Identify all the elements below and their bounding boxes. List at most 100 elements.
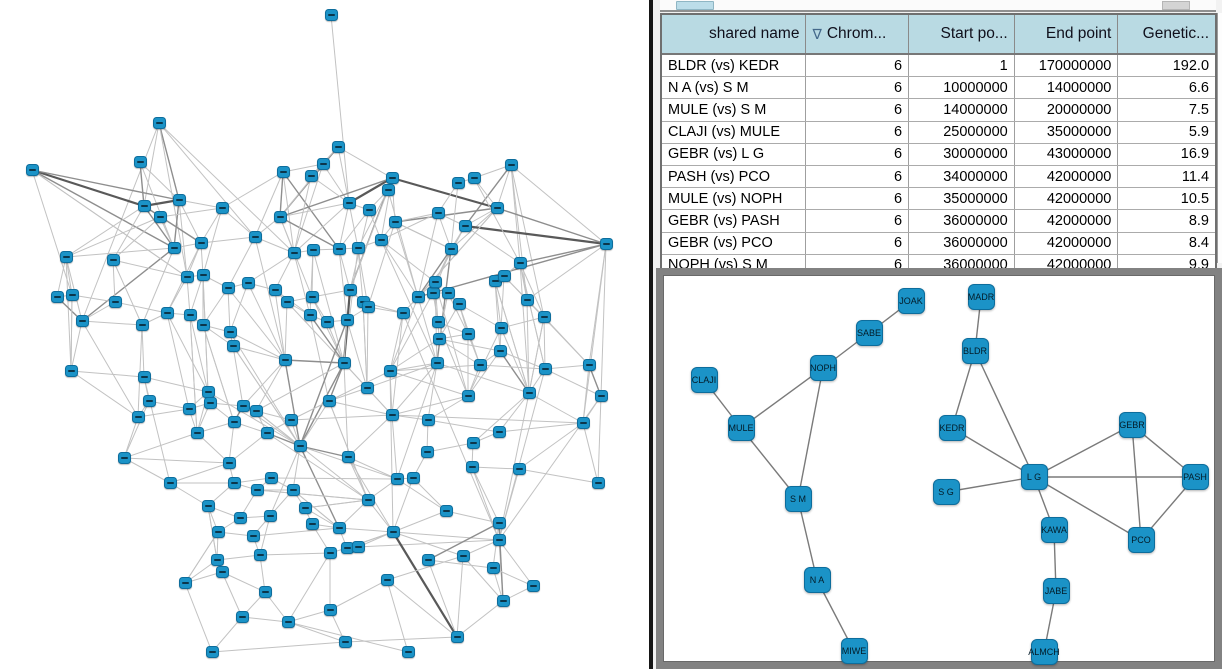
network-node[interactable] [264, 472, 278, 484]
network-node[interactable] [496, 595, 510, 607]
network-node[interactable] [343, 284, 357, 296]
network-node[interactable] [337, 357, 351, 369]
network-node[interactable] [215, 566, 229, 578]
network-node-madr[interactable]: MADR [967, 284, 995, 310]
network-node[interactable] [421, 554, 435, 566]
network-node[interactable] [108, 296, 122, 308]
network-node[interactable] [284, 414, 298, 426]
network-node[interactable] [466, 437, 480, 449]
network-node[interactable] [594, 390, 608, 402]
network-node[interactable] [323, 547, 337, 559]
network-node[interactable] [381, 184, 395, 196]
network-node[interactable] [380, 574, 394, 586]
network-node[interactable] [396, 307, 410, 319]
network-node-gebr[interactable]: GEBR [1118, 412, 1146, 438]
table-row[interactable]: GEBR (vs) L G 6 30000000 43000000 16.9 [662, 143, 1215, 166]
network-node-s-g[interactable]: S G [932, 479, 960, 505]
network-node[interactable] [576, 417, 590, 429]
network-node[interactable] [305, 518, 319, 530]
table-row[interactable]: MULE (vs) S M 6 14000000 20000000 7.5 [662, 99, 1215, 122]
network-node[interactable] [332, 243, 346, 255]
table-row[interactable]: GEBR (vs) PCO 6 36000000 42000000 8.4 [662, 232, 1215, 255]
network-node[interactable] [196, 319, 210, 331]
network-node[interactable] [304, 170, 318, 182]
network-node[interactable] [332, 522, 346, 534]
network-node[interactable] [117, 452, 131, 464]
network-node[interactable] [227, 416, 241, 428]
network-node[interactable] [152, 117, 166, 129]
network-node[interactable] [512, 463, 526, 475]
network-node[interactable] [316, 158, 330, 170]
network-node[interactable] [538, 363, 552, 375]
network-node[interactable] [280, 296, 294, 308]
network-node[interactable] [306, 244, 320, 256]
table-row[interactable]: N A (vs) S M 6 10000000 14000000 6.6 [662, 77, 1215, 100]
network-node[interactable] [59, 251, 73, 263]
network-node[interactable] [385, 172, 399, 184]
network-node[interactable] [591, 477, 605, 489]
network-node[interactable] [210, 554, 224, 566]
network-node[interactable] [461, 328, 475, 340]
network-node[interactable] [278, 354, 292, 366]
network-node-bldr[interactable]: BLDR [961, 338, 989, 364]
network-node[interactable] [513, 257, 527, 269]
network-node[interactable] [268, 284, 282, 296]
network-node[interactable] [458, 220, 472, 232]
network-node-mule[interactable]: MULE [727, 415, 755, 441]
network-node[interactable] [493, 345, 507, 357]
network-node-kawa[interactable]: KAWA [1040, 517, 1068, 543]
network-node[interactable] [178, 577, 192, 589]
network-node[interactable] [249, 405, 263, 417]
network-node[interactable] [248, 231, 262, 243]
network-node[interactable] [494, 322, 508, 334]
network-node[interactable] [183, 309, 197, 321]
network-node[interactable] [361, 301, 375, 313]
network-node-l-g[interactable]: L G [1020, 464, 1048, 490]
network-node[interactable] [490, 202, 504, 214]
network-node[interactable] [260, 427, 274, 439]
column-header-shared-name[interactable]: shared name [662, 15, 807, 53]
network-node[interactable] [582, 359, 596, 371]
network-node[interactable] [431, 207, 445, 219]
network-node[interactable] [180, 271, 194, 283]
network-node-pco[interactable]: PCO [1127, 527, 1155, 553]
network-node[interactable] [351, 541, 365, 553]
network-node[interactable] [241, 277, 255, 289]
network-node[interactable] [203, 397, 217, 409]
network-node[interactable] [75, 315, 89, 327]
network-node[interactable] [497, 270, 511, 282]
network-node[interactable] [258, 586, 272, 598]
network-node[interactable] [167, 242, 181, 254]
network-node[interactable] [226, 340, 240, 352]
network-node[interactable] [65, 289, 79, 301]
network-node[interactable] [360, 382, 374, 394]
network-node[interactable] [599, 238, 613, 250]
network-node[interactable] [428, 276, 442, 288]
network-node[interactable] [293, 440, 307, 452]
network-node[interactable] [390, 473, 404, 485]
network-node[interactable] [25, 164, 39, 176]
network-node[interactable] [473, 359, 487, 371]
network-node[interactable] [420, 446, 434, 458]
network-node[interactable] [338, 636, 352, 648]
network-node[interactable] [450, 631, 464, 643]
network-node[interactable] [461, 390, 475, 402]
network-node[interactable] [160, 307, 174, 319]
network-node[interactable] [522, 387, 536, 399]
network-node[interactable] [492, 426, 506, 438]
network-node[interactable] [467, 172, 481, 184]
network-node[interactable] [137, 200, 151, 212]
filter-icon[interactable]: ∇ [812, 25, 822, 42]
network-node[interactable] [441, 287, 455, 299]
network-node[interactable] [432, 333, 446, 345]
network-node[interactable] [236, 400, 250, 412]
network-node[interactable] [492, 517, 506, 529]
network-node[interactable] [263, 510, 277, 522]
network-node-noph[interactable]: NOPH [809, 355, 837, 381]
network-node[interactable] [172, 194, 186, 206]
network-node[interactable] [324, 9, 338, 21]
network-node[interactable] [452, 298, 466, 310]
network-node[interactable] [465, 461, 479, 473]
column-header-genetic[interactable]: Genetic... [1118, 15, 1215, 53]
network-node-n-a[interactable]: N A [803, 567, 831, 593]
